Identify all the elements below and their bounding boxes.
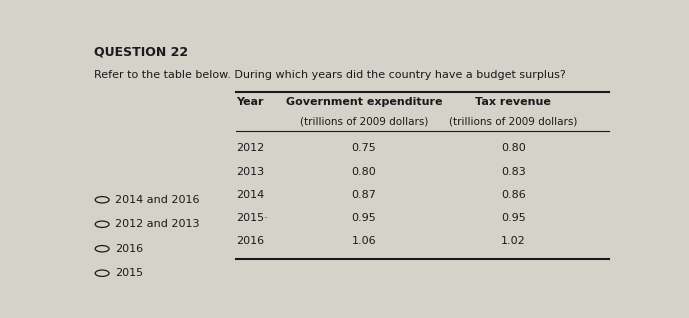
Text: 2016: 2016 bbox=[116, 244, 143, 254]
Text: 0.95: 0.95 bbox=[351, 213, 376, 223]
Text: 2012 and 2013: 2012 and 2013 bbox=[116, 219, 200, 229]
Text: (trillions of 2009 dollars): (trillions of 2009 dollars) bbox=[449, 116, 577, 127]
Text: 1.02: 1.02 bbox=[501, 237, 526, 246]
Text: 0.83: 0.83 bbox=[501, 167, 526, 177]
Text: 0.87: 0.87 bbox=[351, 190, 376, 200]
Text: 2012: 2012 bbox=[236, 143, 264, 154]
Text: 0.95: 0.95 bbox=[501, 213, 526, 223]
Text: 2014 and 2016: 2014 and 2016 bbox=[116, 195, 200, 205]
Text: 0.86: 0.86 bbox=[501, 190, 526, 200]
Text: Refer to the table below. During which years did the country have a budget surpl: Refer to the table below. During which y… bbox=[94, 70, 566, 80]
Text: 2013: 2013 bbox=[236, 167, 264, 177]
Text: 0.80: 0.80 bbox=[501, 143, 526, 154]
Text: 2014: 2014 bbox=[236, 190, 264, 200]
Text: 2015: 2015 bbox=[116, 268, 143, 278]
Text: 0.80: 0.80 bbox=[351, 167, 376, 177]
Text: Government expenditure: Government expenditure bbox=[285, 97, 442, 107]
Text: (trillions of 2009 dollars): (trillions of 2009 dollars) bbox=[300, 116, 428, 127]
Text: 1.06: 1.06 bbox=[351, 237, 376, 246]
Text: 2015·: 2015· bbox=[236, 213, 267, 223]
Text: Year: Year bbox=[236, 97, 263, 107]
Text: 2016: 2016 bbox=[236, 237, 264, 246]
Text: Tax revenue: Tax revenue bbox=[475, 97, 551, 107]
Text: QUESTION 22: QUESTION 22 bbox=[94, 45, 188, 59]
Text: 0.75: 0.75 bbox=[351, 143, 376, 154]
